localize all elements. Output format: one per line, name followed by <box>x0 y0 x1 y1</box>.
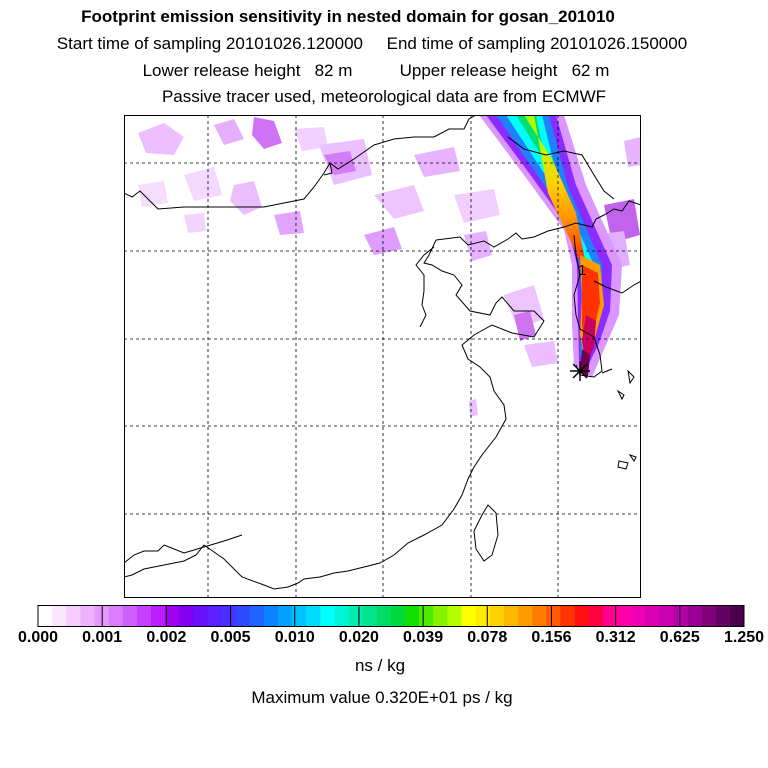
colorbar-cell <box>348 605 364 627</box>
colorbar-cell <box>433 605 448 627</box>
colorbar-cell <box>179 605 194 627</box>
footprint-map: 1 <box>124 115 641 598</box>
colorbar-tick-label: 0.020 <box>338 629 379 646</box>
release-height-line: Lower release height 82 m Upper release … <box>142 61 610 80</box>
colorbar-cell <box>419 605 434 627</box>
colorbar-cell <box>80 605 95 627</box>
colorbar-cell <box>645 605 660 627</box>
colorbar-tick-label: 0.039 <box>403 629 444 646</box>
colorbar-cell <box>66 605 81 627</box>
colorbar-cell <box>701 605 717 627</box>
colorbar-cell <box>631 605 646 627</box>
colorbar-cell <box>362 605 378 627</box>
colorbar-tick-label: 0.078 <box>467 629 508 646</box>
colorbar-cell <box>616 605 632 627</box>
figure-title: Footprint emission sensitivity in nested… <box>81 7 615 26</box>
colorbar-tick-label: 0.156 <box>531 629 572 646</box>
colorbar-cell <box>391 605 406 627</box>
colorbar-cell <box>574 605 589 627</box>
colorbar-tick-label: 0.312 <box>595 629 636 646</box>
colorbar-tick-label: 0.002 <box>146 629 187 646</box>
colorbar-cell <box>447 605 462 627</box>
colorbar-cell <box>207 605 222 627</box>
colorbar-cell <box>38 605 53 627</box>
colorbar-cell <box>461 605 477 627</box>
colorbar-cell <box>136 605 152 627</box>
colorbar-cell <box>715 605 731 627</box>
colorbar-cell <box>249 605 265 627</box>
maximum-value: Maximum value 0.320E+01 ps / kg <box>251 688 513 707</box>
colorbar-cell <box>263 605 279 627</box>
coastlines <box>124 115 641 590</box>
colorbar-cell <box>673 605 688 627</box>
colorbar-cell <box>376 605 392 627</box>
release-location-marker <box>570 361 590 381</box>
colorbar-cell <box>475 605 491 627</box>
colorbar-cell <box>334 605 349 627</box>
colorbar-tick-label: 0.000 <box>17 629 59 646</box>
colorbar-cell <box>546 605 561 627</box>
colorbar-tick-label: 0.005 <box>210 629 251 646</box>
colorbar-cell <box>122 605 138 627</box>
colorbar-tick-label: 0.625 <box>659 629 700 646</box>
colorbar-cell <box>150 605 166 627</box>
colorbar-outline <box>37 605 745 627</box>
colorbar-cell <box>193 605 208 627</box>
colorbar-cell <box>165 605 180 627</box>
colorbar-cell <box>292 605 307 627</box>
colorbar-cell <box>503 605 519 627</box>
colorbar-cell <box>405 605 420 627</box>
colorbar-tick-label: 0.001 <box>82 629 123 646</box>
sampling-time-line: Start time of sampling 20101026.120000 E… <box>56 34 688 53</box>
colorbar-cell <box>687 605 702 627</box>
colorbar-cell <box>560 605 575 627</box>
colorbar-cell <box>489 605 505 627</box>
colorbar-cell <box>235 605 251 627</box>
colorbar-cell <box>108 605 124 627</box>
colorbar-cell <box>306 605 321 627</box>
colorbar-cell <box>320 605 335 627</box>
colorbar-unit: ns / kg <box>354 656 406 675</box>
map-border <box>124 115 641 598</box>
colorbar-tick-label: 1.250 <box>723 629 765 646</box>
colorbar-cell <box>278 605 293 627</box>
colorbar-cell <box>588 605 604 627</box>
colorbar-cell <box>532 605 547 627</box>
colorbar-cell <box>729 605 745 627</box>
colorbar <box>37 605 745 627</box>
emission-plume <box>479 115 622 377</box>
colorbar-cell <box>602 605 618 627</box>
colorbar-cell <box>52 605 67 627</box>
release-label: 1 <box>578 262 586 279</box>
colorbar-cells <box>38 605 745 627</box>
colorbar-cell <box>221 605 236 627</box>
tracer-info-line: Passive tracer used, meteorological data… <box>161 87 607 106</box>
graticule <box>124 115 641 598</box>
colorbar-cell <box>659 605 674 627</box>
colorbar-tick-label: 0.010 <box>274 629 315 646</box>
colorbar-cell <box>518 605 533 627</box>
